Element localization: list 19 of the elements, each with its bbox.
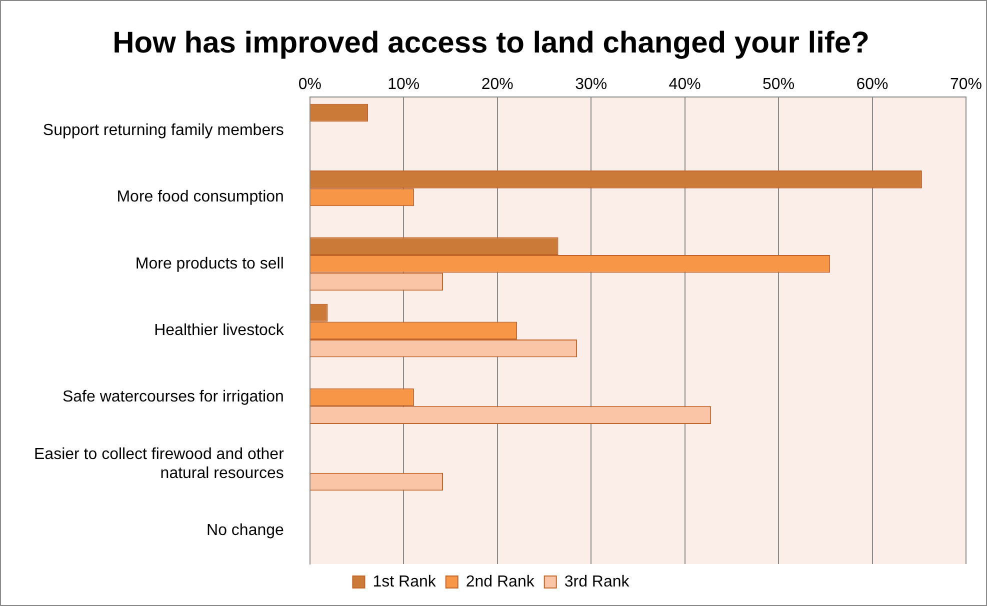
y-tick-label: More products to sell (135, 255, 284, 272)
legend-label: 3rd Rank (564, 573, 630, 590)
y-tick-label: More food consumption (116, 188, 284, 206)
y-tick-label: Safe watercourses for irrigation (62, 388, 284, 406)
x-tick-label: 50% (762, 76, 795, 94)
y-tick-label: No change (206, 522, 284, 540)
legend-label: 2nd Rank (466, 573, 536, 590)
x-tick-label: 60% (856, 76, 888, 94)
y-tick-label: Support returning family members (42, 122, 284, 139)
x-tick-label: 30% (575, 76, 608, 94)
legend-label: 1st Rank (372, 573, 437, 590)
y-tick-label: Healthier livestock (154, 322, 285, 340)
x-tick-label: 20% (481, 76, 514, 94)
x-tick-label: 40% (668, 76, 701, 94)
x-tick-label: 70% (950, 76, 982, 94)
chart-title: How has improved access to land changed your life? (112, 26, 870, 60)
x-tick-label: 10% (388, 76, 420, 94)
y-tick-label: Easier to collect firewood and other natural resources (34, 446, 285, 482)
x-tick-label: 0% (298, 76, 322, 94)
